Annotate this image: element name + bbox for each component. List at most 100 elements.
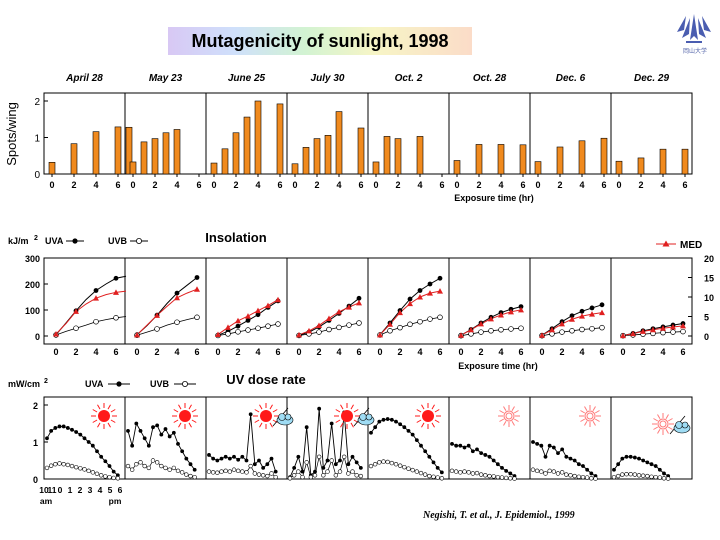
- uva-point: [518, 304, 524, 310]
- med-point: [498, 311, 504, 318]
- y-right-tick-label: 15: [704, 274, 714, 284]
- legend-med-marker: [662, 240, 670, 247]
- uvb-point: [508, 476, 513, 481]
- uva-point: [252, 462, 257, 467]
- uvb-point: [402, 464, 407, 470]
- uvb-point: [154, 326, 160, 332]
- uva-point: [369, 430, 373, 435]
- uvb-point: [111, 475, 116, 481]
- med-point: [579, 313, 585, 319]
- x-tick-label: 2: [395, 180, 400, 190]
- time-tick-label: 3: [88, 485, 93, 495]
- med-point: [336, 308, 342, 315]
- uva-point: [90, 443, 95, 448]
- uva-point: [138, 429, 143, 433]
- uvb-point: [273, 474, 278, 480]
- uva-point: [174, 290, 180, 296]
- page-title: Mutagenicity of sunlight, 1998: [191, 30, 449, 51]
- x-tick-label: 2: [478, 347, 483, 357]
- title-banner: Mutagenicity of sunlight, 1998: [168, 27, 472, 55]
- x-tick-label: 6: [437, 347, 442, 357]
- x-tick-label: 2: [316, 347, 321, 357]
- x-tick-label: 2: [638, 180, 643, 190]
- uva-point: [248, 412, 253, 417]
- x-tick-label: 2: [640, 347, 645, 357]
- x-tick-label: 6: [599, 347, 604, 357]
- panel-date-label: Dec. 29: [634, 73, 669, 84]
- logo-text: 岡山大学: [682, 49, 707, 55]
- bar: [615, 160, 623, 175]
- med-point: [296, 331, 302, 338]
- x-tick-label: 0: [134, 347, 139, 357]
- uvb-point: [564, 472, 569, 477]
- uva-point: [377, 419, 382, 424]
- uva-point: [219, 456, 224, 461]
- uva-point: [232, 454, 236, 459]
- med-point: [660, 325, 666, 331]
- med-point: [113, 289, 119, 295]
- uvb-point: [321, 473, 326, 478]
- y-unit-label: kJ/m: [8, 236, 29, 246]
- uva-point: [354, 460, 359, 465]
- uva-point: [99, 454, 104, 459]
- uvb-point: [539, 469, 544, 474]
- time-tick-label: 6: [118, 485, 123, 495]
- uva-point: [115, 473, 120, 478]
- uva-point: [398, 422, 403, 427]
- uva-point: [427, 454, 432, 459]
- uvb-point: [551, 469, 557, 474]
- x-tick-label: 2: [559, 347, 564, 357]
- uvb-point: [206, 469, 212, 474]
- legend-med-label: MED: [680, 240, 702, 251]
- uvb-point: [559, 470, 565, 475]
- uvb-point: [134, 462, 139, 467]
- x-tick-label: 2: [397, 347, 402, 357]
- uvb-point: [337, 469, 343, 474]
- uvb-point: [312, 473, 318, 478]
- uvb-point: [645, 473, 650, 479]
- uva-point: [406, 429, 411, 433]
- uva-point: [437, 275, 443, 281]
- uvb-point: [530, 467, 536, 472]
- uva-point: [45, 436, 49, 441]
- uvb-point: [252, 471, 258, 476]
- uvb-point: [146, 465, 152, 471]
- uvb-point: [393, 462, 399, 467]
- bar: [637, 157, 645, 175]
- uva-point: [142, 436, 147, 441]
- uvb-point: [98, 473, 104, 478]
- y-tick-label: 100: [25, 306, 40, 316]
- uva-point: [93, 288, 99, 293]
- uvb-point: [422, 472, 428, 477]
- x-tick-label: 6: [194, 347, 199, 357]
- uvb-point: [73, 464, 79, 470]
- uvb-point: [265, 473, 270, 479]
- bar: [232, 132, 240, 175]
- uvb-point: [466, 470, 471, 475]
- uva-point: [78, 432, 83, 437]
- uvb-point: [579, 326, 585, 333]
- uva-point: [126, 429, 130, 433]
- uva-point: [560, 447, 565, 452]
- uva-point: [304, 425, 309, 430]
- med-point: [215, 331, 221, 337]
- uva-point: [70, 427, 74, 432]
- uva-point: [255, 312, 261, 318]
- x-tick-label: 0: [211, 180, 216, 190]
- uva-point: [49, 429, 54, 433]
- uvb-point: [427, 316, 433, 322]
- x-tick-label: 4: [417, 347, 422, 357]
- uva-point: [531, 440, 535, 444]
- uvb-point: [555, 471, 561, 476]
- uvb-point: [499, 475, 505, 480]
- bar: [276, 103, 284, 175]
- uva-point: [321, 466, 326, 470]
- x-axis-label: Exposure time (hr): [458, 361, 538, 371]
- x-tick-label: 6: [518, 347, 523, 357]
- x-tick-label: 0: [130, 180, 135, 190]
- bar: [556, 146, 564, 175]
- uva-point: [180, 449, 185, 454]
- uva-point: [487, 454, 492, 459]
- uvb-point: [356, 320, 362, 326]
- bar: [416, 136, 424, 175]
